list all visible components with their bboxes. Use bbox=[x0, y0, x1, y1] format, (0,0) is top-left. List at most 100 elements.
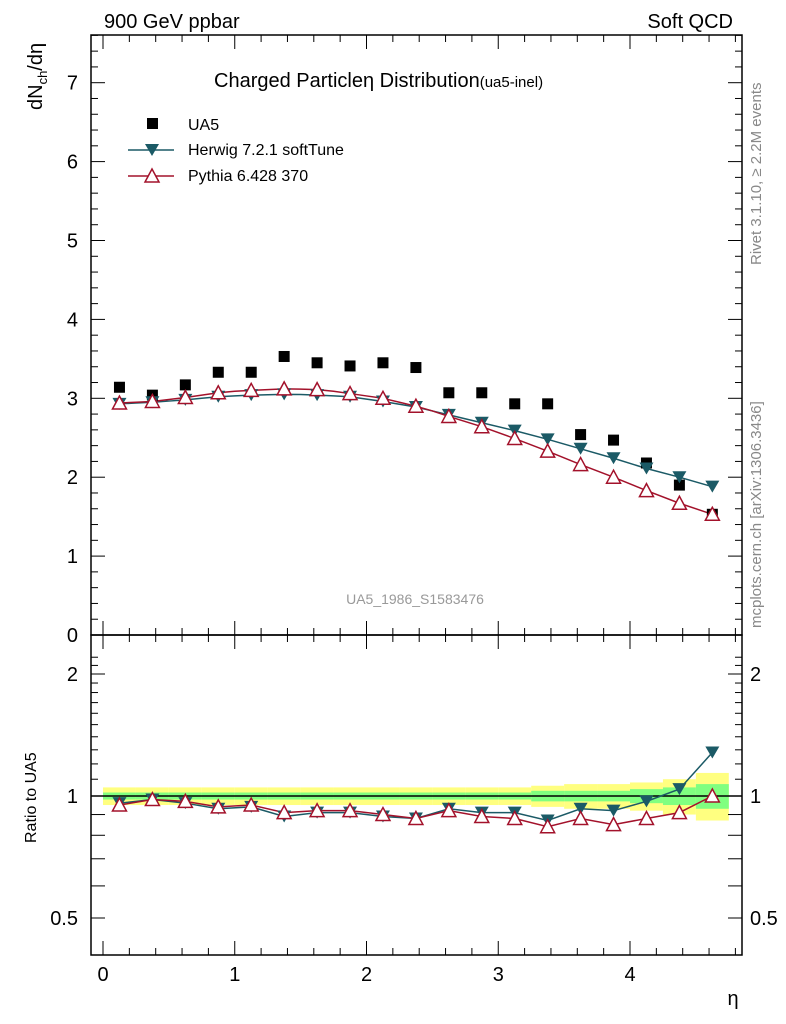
data-point bbox=[443, 387, 455, 399]
ratio-y-tick-label-right: 2 bbox=[750, 664, 761, 686]
x-tick-label: 4 bbox=[624, 964, 635, 986]
chart-title-main: Charged Particle bbox=[214, 70, 363, 92]
herwig-ratio-point bbox=[606, 804, 621, 817]
data-point bbox=[278, 350, 290, 362]
ratio-y-tick-label-right: 1 bbox=[750, 786, 761, 808]
pythia-ratio-point bbox=[242, 796, 260, 812]
legend-label-pythia: Pythia 6.428 370 bbox=[188, 168, 308, 185]
pythia-point bbox=[210, 384, 227, 400]
pythia-ratio-point bbox=[440, 802, 458, 818]
pythia-point bbox=[242, 381, 260, 398]
herwig-ratio-point bbox=[639, 795, 654, 808]
ratio-y-tick-label: 2 bbox=[67, 664, 78, 686]
pythia-point bbox=[605, 468, 622, 484]
ratio-plot bbox=[91, 746, 742, 834]
y-tick-label: 5 bbox=[67, 231, 78, 253]
ratio-y-axis-label: Ratio to UA5 bbox=[23, 752, 40, 843]
legend-label-herwig: Herwig 7.2.1 softTune bbox=[188, 142, 344, 159]
pythia-ratio-point bbox=[341, 802, 359, 818]
pythia-ratio-point bbox=[638, 809, 655, 826]
y-tick-label: 1 bbox=[67, 546, 78, 568]
pythia-point bbox=[111, 394, 128, 410]
ratio-y-tick-label-right: 0.5 bbox=[750, 908, 778, 930]
pythia-point bbox=[671, 494, 688, 510]
pythia-ratio-point bbox=[407, 809, 425, 826]
pythia-ratio-point bbox=[374, 805, 392, 822]
y-tick-label: 6 bbox=[67, 152, 78, 174]
x-tick-label: 1 bbox=[229, 964, 240, 986]
pythia-ratio-point bbox=[473, 807, 491, 824]
pythia-point bbox=[704, 505, 721, 522]
rivet-label: Rivet 3.1.10, ≥ 2.2M events bbox=[748, 83, 765, 266]
data-point bbox=[542, 398, 554, 410]
mcplots-label: mcplots.cern.ch [arXiv:1306.3436] bbox=[748, 401, 765, 628]
chart-title: Charged Particleη Distribution(ua5-inel) bbox=[214, 70, 543, 92]
legend-marker-pythia bbox=[143, 167, 161, 183]
pythia-point bbox=[374, 389, 392, 406]
legend-marker-herwig bbox=[145, 144, 159, 156]
herwig-point bbox=[639, 462, 654, 475]
data-point bbox=[344, 360, 356, 372]
y-axis-label-tail: /dη bbox=[25, 43, 47, 71]
y-axis-label-sub: ch bbox=[35, 71, 50, 85]
header-left: 900 GeV ppbar bbox=[104, 11, 240, 33]
data-point bbox=[509, 398, 521, 410]
pythia-ratio-point bbox=[210, 798, 227, 814]
y-tick-label: 0 bbox=[67, 625, 78, 647]
ratio-y-tick-label: 0.5 bbox=[50, 908, 78, 930]
pythia-point bbox=[440, 407, 458, 424]
pythia-ratio-point bbox=[506, 809, 523, 826]
data-point bbox=[311, 357, 323, 369]
x-tick-label: 3 bbox=[493, 964, 504, 986]
herwig-point bbox=[540, 433, 555, 446]
pythia-point bbox=[473, 418, 491, 434]
legend-label-data: UA5 bbox=[188, 117, 219, 134]
chart-title-rest: Distribution bbox=[374, 70, 480, 92]
pythia-point bbox=[506, 429, 523, 446]
pythia-point bbox=[341, 384, 359, 401]
pythia-ratio-point bbox=[539, 818, 556, 834]
y-axis-label: dNch/dη bbox=[25, 43, 50, 110]
y-tick-label: 7 bbox=[67, 73, 78, 95]
pythia-point bbox=[308, 381, 326, 397]
legend: UA5 Herwig 7.2.1 softTune Pythia 6.428 3… bbox=[128, 117, 344, 185]
y-tick-label: 2 bbox=[67, 467, 78, 489]
herwig-ratio-point bbox=[573, 802, 588, 815]
pythia-ratio-point bbox=[111, 796, 128, 812]
legend-marker-data bbox=[147, 118, 158, 129]
chart-title-eta: η bbox=[363, 70, 374, 92]
y-tick-label: 4 bbox=[67, 309, 78, 331]
data-point bbox=[410, 362, 422, 374]
herwig-point bbox=[573, 442, 588, 455]
herwig-point bbox=[672, 471, 687, 484]
pythia-ratio-point bbox=[671, 804, 688, 820]
data-point bbox=[575, 429, 587, 441]
chart-title-sub: (ua5-inel) bbox=[480, 74, 543, 91]
pythia-ratio-point bbox=[572, 809, 589, 826]
data-point bbox=[113, 381, 125, 393]
pythia-ratio-point bbox=[605, 816, 622, 832]
analysis-watermark: UA5_1986_S1583476 bbox=[346, 591, 484, 607]
data-point bbox=[179, 379, 191, 391]
pythia-ratio-point bbox=[177, 792, 194, 809]
pythia-point bbox=[144, 392, 161, 409]
ratio-frame bbox=[90, 634, 743, 956]
x-tick-label: 0 bbox=[97, 964, 108, 986]
herwig-point bbox=[705, 480, 720, 493]
pythia-ratio-point bbox=[275, 804, 293, 820]
herwig-ratio-point bbox=[705, 746, 720, 759]
y-axis-label-main: dN bbox=[25, 84, 47, 110]
main-plot bbox=[111, 350, 721, 522]
pythia-ratio-point bbox=[704, 787, 721, 803]
data-point bbox=[608, 434, 620, 446]
pythia-point bbox=[539, 442, 556, 458]
pythia-point bbox=[275, 380, 293, 396]
pythia-point bbox=[638, 482, 655, 498]
pythia-point bbox=[407, 397, 425, 413]
x-axis-label: η bbox=[727, 988, 738, 1010]
axes: 0 1 2 3 4 0 1 2 3 4 5 6 7 0.5 0.5 1 1 2 2 bbox=[50, 34, 778, 986]
pythia-point bbox=[177, 388, 194, 405]
header-right: Soft QCD bbox=[647, 11, 733, 33]
data-point bbox=[212, 366, 224, 378]
